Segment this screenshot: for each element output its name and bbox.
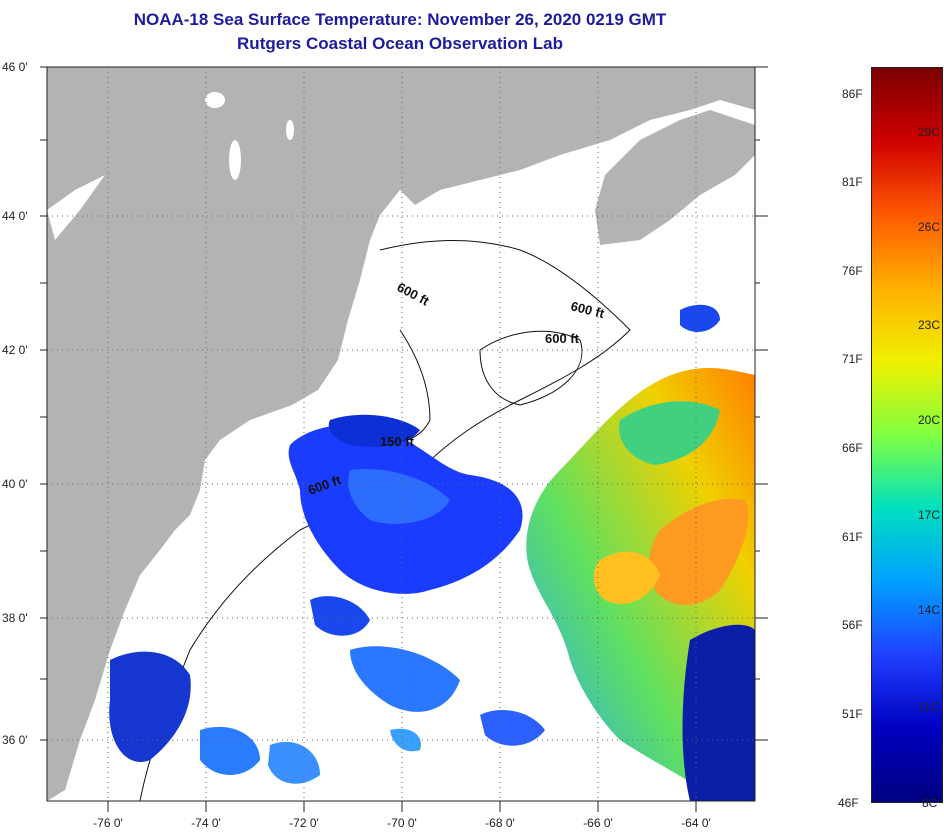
colorbar-c-label: 14C <box>918 603 941 617</box>
sst-warm-core <box>648 498 749 605</box>
lake <box>229 140 241 180</box>
sst-warm-edge <box>593 551 660 604</box>
lat-label: 42 0' <box>2 343 28 357</box>
colorbar-c-label: 26C <box>918 220 941 234</box>
isobath-label: 600 ft <box>545 331 580 346</box>
lake <box>286 120 294 140</box>
lon-ticks <box>107 801 697 812</box>
land-nova-scotia <box>595 110 755 245</box>
colorbar-c-label: 8C <box>922 796 938 810</box>
lon-label: -70 0' <box>387 816 417 830</box>
colorbar-c-label: 29C <box>918 125 941 139</box>
lon-label: -74 0' <box>191 816 221 830</box>
lat-ticks <box>40 66 768 741</box>
lat-label: 36 0' <box>2 733 28 747</box>
map-frame <box>46 66 756 802</box>
lake <box>205 92 225 108</box>
colorbar-f-label: 56F <box>842 618 863 632</box>
sst-cold-shelf <box>682 624 755 801</box>
isobath-label: 150 ft <box>380 434 415 449</box>
colorbar-c-label: 17C <box>918 508 941 522</box>
lon-label: -64 0' <box>681 816 711 830</box>
lon-label: -76 0' <box>93 816 123 830</box>
colorbar-f-label: 81F <box>842 175 863 189</box>
colorbar-f-label: 51F <box>842 707 863 721</box>
lon-label: -66 0' <box>583 816 613 830</box>
lat-label: 44 0' <box>2 209 28 223</box>
temperature-colorbar <box>871 67 943 803</box>
colorbar-f-label: 86F <box>842 87 863 101</box>
colorbar-f-label: 76F <box>842 264 863 278</box>
land-us-coast <box>47 67 420 801</box>
colorbar-f-label: 61F <box>842 530 863 544</box>
lat-label: 38 0' <box>2 611 28 625</box>
sst-patches-cool <box>109 304 720 784</box>
colorbar-f-label: 71F <box>842 352 863 366</box>
colorbar-f-label: 66F <box>842 441 863 455</box>
lon-label: -72 0' <box>289 816 319 830</box>
colorbar-c-label: 23C <box>918 318 941 332</box>
land-new-brunswick <box>400 67 755 205</box>
colorbar-c-label: 11C <box>918 700 940 714</box>
colorbar-f-label: 46F <box>838 796 859 810</box>
lat-label: 46 0' <box>2 60 28 74</box>
graticule <box>47 67 755 801</box>
map-title: NOAA-18 Sea Surface Temperature: Novembe… <box>133 10 667 29</box>
map-subtitle: Rutgers Coastal Ocean Observation Lab <box>237 34 563 53</box>
isobath-contour <box>139 240 631 801</box>
sst-mid-water <box>619 401 720 465</box>
lake-ontario <box>47 175 105 240</box>
lat-label: 40 0' <box>2 477 28 491</box>
colorbar-c-label: 20C <box>918 413 941 427</box>
lon-label: -68 0' <box>485 816 515 830</box>
isobath-contour <box>479 330 583 406</box>
